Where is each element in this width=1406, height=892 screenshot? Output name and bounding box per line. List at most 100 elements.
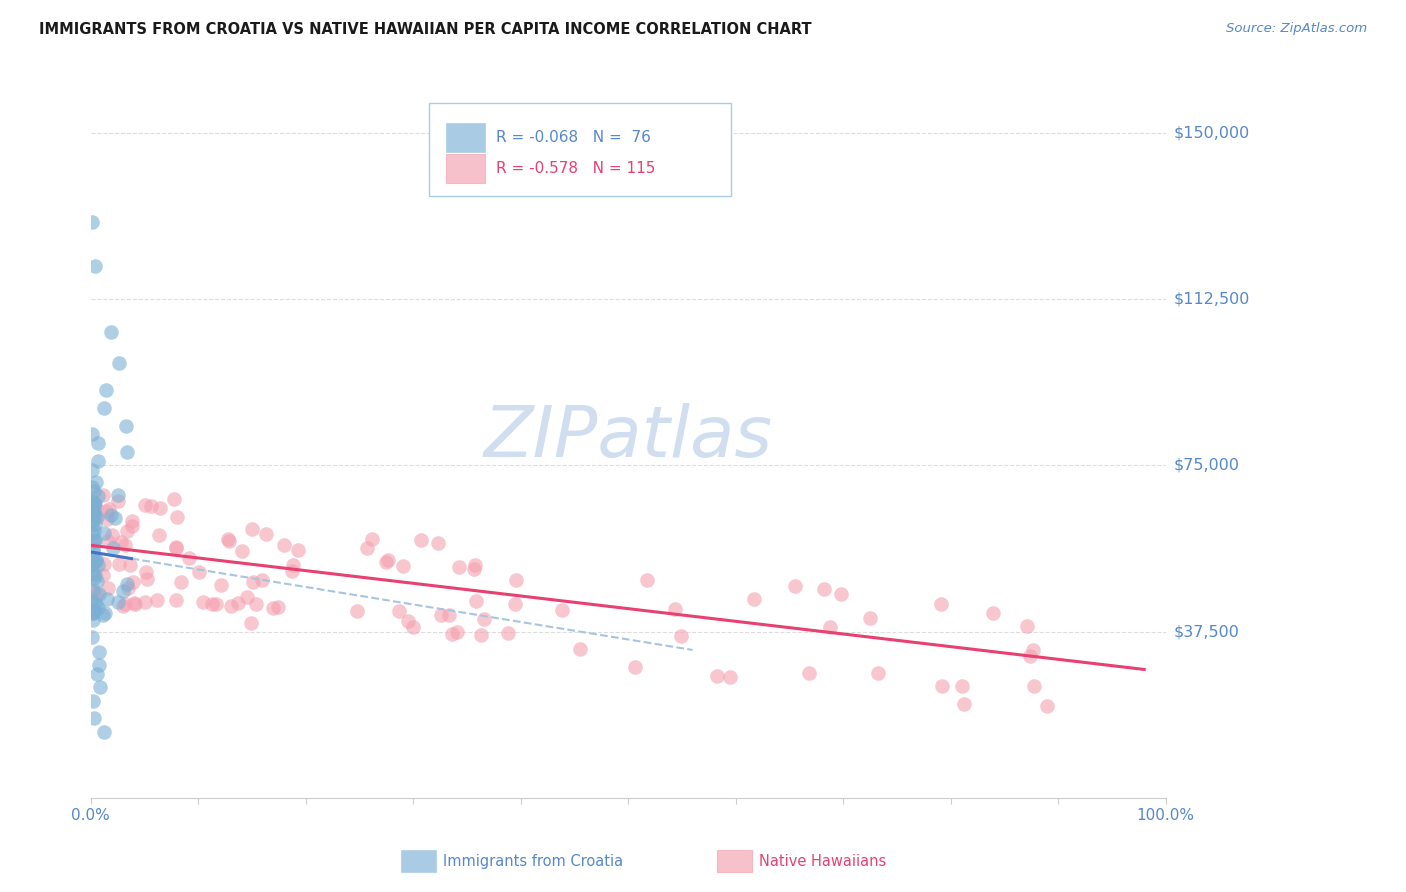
Native Hawaiians <box>1017 619 1039 633</box>
Native Hawaiians <box>430 607 453 622</box>
Immigrants from Croatia <box>87 658 110 673</box>
Immigrants from Croatia <box>96 591 118 606</box>
Immigrants from Croatia <box>83 259 105 273</box>
Native Hawaiians <box>377 553 399 567</box>
Native Hawaiians <box>396 614 419 628</box>
Immigrants from Croatia <box>80 557 103 571</box>
Native Hawaiians <box>742 591 765 606</box>
Immigrants from Croatia <box>82 427 104 442</box>
Native Hawaiians <box>281 558 304 572</box>
Native Hawaiians <box>235 591 257 605</box>
Native Hawaiians <box>498 626 520 640</box>
Immigrants from Croatia <box>86 574 108 588</box>
Native Hawaiians <box>981 606 1004 620</box>
Native Hawaiians <box>463 562 485 576</box>
Text: Native Hawaiians: Native Hawaiians <box>759 854 887 869</box>
Native Hawaiians <box>165 540 187 554</box>
Immigrants from Croatia <box>83 533 105 548</box>
Immigrants from Croatia <box>83 711 105 725</box>
Native Hawaiians <box>121 514 143 528</box>
Immigrants from Croatia <box>82 566 104 581</box>
Native Hawaiians <box>813 582 835 597</box>
Immigrants from Croatia <box>101 541 124 556</box>
Native Hawaiians <box>93 558 115 572</box>
Native Hawaiians <box>139 499 162 513</box>
Immigrants from Croatia <box>100 326 122 340</box>
Immigrants from Croatia <box>82 606 104 620</box>
Immigrants from Croatia <box>93 608 115 623</box>
Native Hawaiians <box>447 559 470 574</box>
Immigrants from Croatia <box>93 526 115 541</box>
Immigrants from Croatia <box>87 587 110 601</box>
Immigrants from Croatia <box>83 495 105 509</box>
Immigrants from Croatia <box>86 454 108 468</box>
Native Hawaiians <box>91 568 114 582</box>
Immigrants from Croatia <box>83 508 105 522</box>
Immigrants from Croatia <box>83 524 105 538</box>
Native Hawaiians <box>121 575 143 590</box>
Native Hawaiians <box>1022 643 1045 657</box>
Native Hawaiians <box>830 587 852 601</box>
Immigrants from Croatia <box>80 630 103 644</box>
Native Hawaiians <box>636 573 658 587</box>
Native Hawaiians <box>218 534 240 549</box>
Native Hawaiians <box>124 597 146 611</box>
Native Hawaiians <box>115 524 138 538</box>
Native Hawaiians <box>165 541 187 555</box>
Native Hawaiians <box>783 579 806 593</box>
Native Hawaiians <box>101 528 124 542</box>
Native Hawaiians <box>148 527 170 541</box>
Native Hawaiians <box>505 573 527 587</box>
Immigrants from Croatia <box>93 401 115 415</box>
Immigrants from Croatia <box>80 594 103 608</box>
Native Hawaiians <box>146 593 169 607</box>
Text: $37,500: $37,500 <box>1174 624 1240 640</box>
Native Hawaiians <box>170 575 193 590</box>
Immigrants from Croatia <box>83 568 105 582</box>
Native Hawaiians <box>859 610 882 624</box>
Immigrants from Croatia <box>82 544 104 558</box>
Native Hawaiians <box>209 578 232 592</box>
Immigrants from Croatia <box>112 583 135 598</box>
Native Hawaiians <box>267 599 290 614</box>
Native Hawaiians <box>239 615 262 630</box>
Native Hawaiians <box>107 494 129 508</box>
Native Hawaiians <box>221 599 243 614</box>
Native Hawaiians <box>114 597 136 611</box>
Immigrants from Croatia <box>86 597 108 611</box>
Native Hawaiians <box>250 573 273 587</box>
Native Hawaiians <box>262 601 284 615</box>
Immigrants from Croatia <box>89 680 111 694</box>
Text: R = -0.578   N = 115: R = -0.578 N = 115 <box>496 161 655 176</box>
Text: $150,000: $150,000 <box>1174 126 1250 140</box>
Immigrants from Croatia <box>82 503 104 517</box>
Immigrants from Croatia <box>84 552 107 566</box>
Native Hawaiians <box>391 558 413 573</box>
Native Hawaiians <box>231 544 253 558</box>
Native Hawaiians <box>388 604 411 618</box>
Text: $112,500: $112,500 <box>1174 292 1250 307</box>
Text: R = -0.068   N =  76: R = -0.068 N = 76 <box>496 130 651 145</box>
Native Hawaiians <box>97 533 120 548</box>
Native Hawaiians <box>201 597 224 611</box>
Immigrants from Croatia <box>86 510 108 524</box>
Immigrants from Croatia <box>80 526 103 541</box>
Immigrants from Croatia <box>83 604 105 618</box>
Native Hawaiians <box>187 565 209 579</box>
Native Hawaiians <box>470 628 492 642</box>
Immigrants from Croatia <box>80 607 103 621</box>
Immigrants from Croatia <box>94 606 117 620</box>
Native Hawaiians <box>818 619 841 633</box>
Immigrants from Croatia <box>82 463 104 477</box>
Immigrants from Croatia <box>86 666 108 681</box>
Native Hawaiians <box>866 665 889 680</box>
Immigrants from Croatia <box>107 488 129 502</box>
Native Hawaiians <box>375 555 398 569</box>
Immigrants from Croatia <box>83 533 105 548</box>
Immigrants from Croatia <box>82 550 104 565</box>
Native Hawaiians <box>179 550 201 565</box>
Native Hawaiians <box>226 596 249 610</box>
Native Hawaiians <box>84 509 107 524</box>
Native Hawaiians <box>287 543 309 558</box>
Immigrants from Croatia <box>82 693 104 707</box>
